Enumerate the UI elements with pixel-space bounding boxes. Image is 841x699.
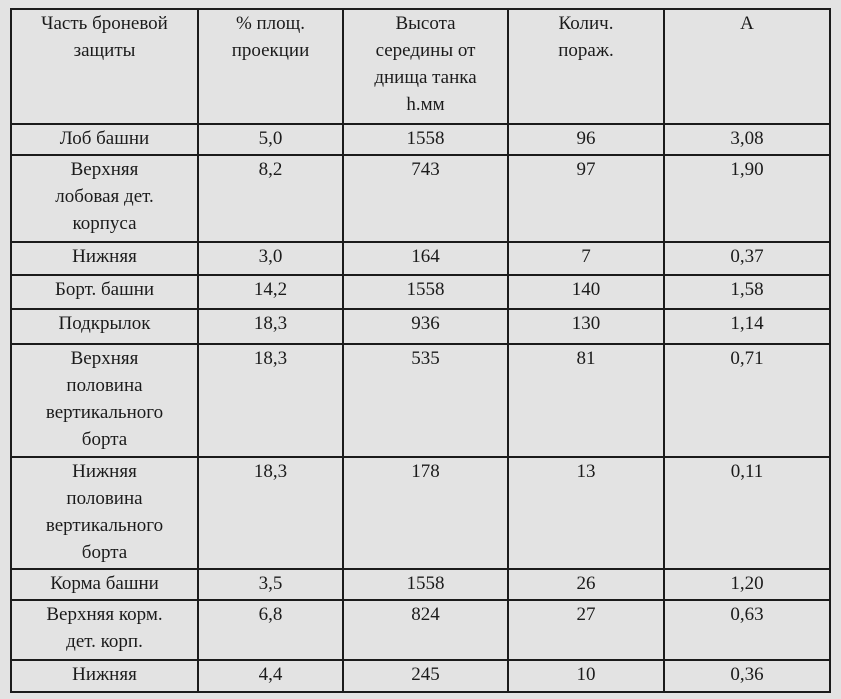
cell-part: Нижняя половина вертикального борта [10,455,199,570]
column-header-part: Часть броневой защиты [10,8,199,125]
cell-hits: 140 [507,273,665,310]
table-row: Корма башни 3,5 1558 26 1,20 [10,567,831,601]
cell-part: Нижняя [10,240,199,276]
cell-a: 0,36 [663,658,831,693]
cell-a: 1,14 [663,307,831,345]
cell-pct: 8,2 [197,153,344,243]
cell-a: 0,37 [663,240,831,276]
cell-pct: 4,4 [197,658,344,693]
cell-height: 1558 [342,123,509,156]
cell-part: Корма башни [10,567,199,601]
cell-hits: 130 [507,307,665,345]
column-header-height: Высота середины от днища танка h.мм [342,8,509,125]
cell-hits: 97 [507,153,665,243]
cell-height: 743 [342,153,509,243]
table-row: Нижняя 3,0 164 7 0,37 [10,240,831,276]
cell-hits: 26 [507,567,665,601]
cell-pct: 14,2 [197,273,344,310]
cell-pct: 3,0 [197,240,344,276]
cell-part: Верхняя корм. дет. корп. [10,598,199,661]
cell-height: 245 [342,658,509,693]
cell-pct: 5,0 [197,123,344,156]
cell-pct: 3,5 [197,567,344,601]
cell-height: 1558 [342,567,509,601]
cell-a: 0,63 [663,598,831,661]
cell-pct: 18,3 [197,342,344,458]
cell-height: 535 [342,342,509,458]
cell-a: 1,58 [663,273,831,310]
cell-hits: 10 [507,658,665,693]
cell-hits: 7 [507,240,665,276]
cell-part: Верхняя половина вертикального борта [10,342,199,458]
table-row: Лоб башни 5,0 1558 96 3,08 [10,123,831,156]
cell-hits: 27 [507,598,665,661]
cell-part: Подкрылок [10,307,199,345]
cell-part: Борт. башни [10,273,199,310]
table-row: Нижняя 4,4 245 10 0,36 [10,658,831,693]
column-header-a: А [663,8,831,125]
column-header-hits: Колич. пораж. [507,8,665,125]
cell-pct: 18,3 [197,307,344,345]
cell-pct: 6,8 [197,598,344,661]
cell-pct: 18,3 [197,455,344,570]
cell-a: 0,71 [663,342,831,458]
cell-height: 936 [342,307,509,345]
cell-a: 0,11 [663,455,831,570]
table-header-row: Часть броневой защиты % площ. проекции В… [10,8,831,125]
cell-height: 164 [342,240,509,276]
armor-protection-table: Часть броневой защиты % площ. проекции В… [10,8,831,693]
cell-a: 1,20 [663,567,831,601]
cell-height: 824 [342,598,509,661]
table-row: Верхняя корм. дет. корп. 6,8 824 27 0,63 [10,598,831,661]
cell-a: 1,90 [663,153,831,243]
cell-hits: 81 [507,342,665,458]
cell-hits: 96 [507,123,665,156]
table-row: Подкрылок 18,3 936 130 1,14 [10,307,831,345]
cell-part: Лоб башни [10,123,199,156]
table-row: Верхняя половина вертикального борта 18,… [10,342,831,458]
cell-part: Верхняя лобовая дет. корпуса [10,153,199,243]
table-row: Верхняя лобовая дет. корпуса 8,2 743 97 … [10,153,831,243]
cell-a: 3,08 [663,123,831,156]
table-row: Борт. башни 14,2 1558 140 1,58 [10,273,831,310]
column-header-pct: % площ. проекции [197,8,344,125]
cell-height: 1558 [342,273,509,310]
cell-part: Нижняя [10,658,199,693]
cell-hits: 13 [507,455,665,570]
cell-height: 178 [342,455,509,570]
table-row: Нижняя половина вертикального борта 18,3… [10,455,831,570]
